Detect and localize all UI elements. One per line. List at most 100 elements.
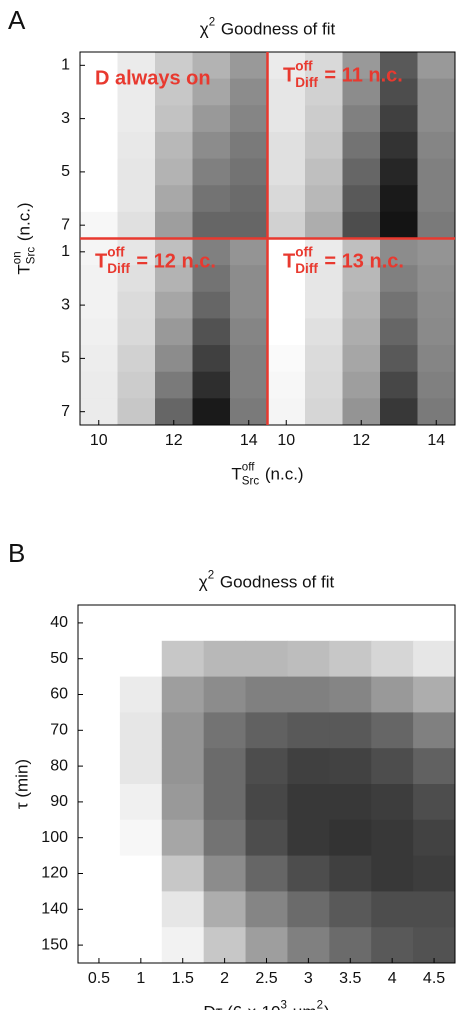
cell — [371, 748, 414, 785]
cell — [329, 784, 372, 821]
cell — [417, 265, 456, 293]
cell — [413, 605, 456, 642]
cell — [245, 891, 288, 928]
cell — [203, 712, 247, 749]
cell — [305, 238, 343, 266]
cell — [117, 291, 156, 319]
x-axis-label-text: (n.c.) — [260, 464, 303, 483]
y-axis-label-inner: Ton Src (n.c.) — [11, 202, 37, 274]
y-tick-label: 1 — [61, 57, 70, 74]
cell — [287, 712, 330, 749]
cell — [267, 78, 306, 106]
cell — [245, 927, 288, 964]
cell — [78, 640, 121, 678]
cell — [371, 891, 414, 928]
annotation-text: T — [283, 250, 295, 272]
cell — [80, 131, 118, 160]
cell — [342, 105, 381, 133]
x-axis-label-text: T — [231, 464, 241, 483]
x-tick-label: 1.5 — [172, 970, 194, 987]
cell — [245, 855, 288, 892]
cell — [155, 345, 193, 373]
cell — [305, 265, 343, 293]
x-tick-label: 1 — [136, 970, 145, 987]
cell — [342, 318, 381, 346]
cell — [230, 158, 268, 186]
cell — [119, 784, 163, 821]
cell — [192, 291, 231, 319]
cell — [80, 318, 118, 346]
cell — [371, 605, 414, 642]
cell — [119, 676, 163, 713]
cell — [117, 52, 156, 80]
cell — [342, 78, 381, 106]
x-tick-label: 2.5 — [255, 970, 277, 987]
x-tick-label: 3.5 — [339, 970, 361, 987]
cell — [80, 158, 118, 186]
cell — [329, 748, 372, 785]
y-axis-label-text: τ (min) — [12, 759, 31, 809]
cell — [329, 712, 372, 749]
y-tick-label: 7 — [61, 403, 70, 420]
cell — [80, 371, 118, 399]
cell — [267, 291, 306, 319]
cell — [78, 605, 121, 642]
cell — [78, 784, 121, 821]
annotation-sup: off — [295, 245, 313, 260]
cell — [305, 131, 343, 160]
cell — [245, 640, 288, 678]
cell — [80, 78, 118, 106]
cell — [80, 345, 118, 373]
cell — [371, 855, 414, 892]
cell — [119, 819, 163, 857]
cell — [192, 185, 231, 213]
annotation-text: T — [283, 64, 295, 86]
x-tick-label: 12 — [165, 432, 183, 449]
cell — [155, 131, 193, 160]
cell — [287, 640, 330, 678]
cell — [380, 211, 418, 239]
x-tick-label: 12 — [352, 432, 370, 449]
cell — [230, 105, 268, 133]
x-axis-label: Dτ (6 × 103 μm2) — [203, 999, 329, 1010]
cell — [342, 185, 381, 213]
cell — [305, 211, 343, 239]
cell — [230, 185, 268, 213]
chart-title-text: χ — [200, 19, 209, 38]
cell — [305, 185, 343, 213]
cell — [117, 105, 156, 133]
annotation: D always on — [95, 67, 211, 89]
cell — [161, 927, 205, 964]
cell — [267, 371, 306, 399]
cell — [380, 398, 418, 426]
y-tick-label: 5 — [61, 163, 70, 180]
cell — [329, 855, 372, 892]
cell — [80, 265, 118, 293]
x-tick-label: 3 — [304, 970, 313, 987]
y-tick-label: 80 — [50, 757, 68, 774]
cell — [203, 748, 247, 785]
x-tick-label: 4.5 — [423, 970, 445, 987]
cell — [267, 238, 306, 266]
cell — [155, 52, 193, 80]
cell — [230, 52, 268, 80]
cell — [117, 185, 156, 213]
cell — [413, 891, 456, 928]
cell — [417, 211, 456, 239]
cell — [192, 158, 231, 186]
cell — [417, 131, 456, 160]
cell — [245, 784, 288, 821]
cell — [161, 855, 205, 892]
cell — [371, 784, 414, 821]
cell — [117, 238, 156, 266]
cell — [305, 105, 343, 133]
annotation-sup: off — [107, 245, 125, 260]
cell — [117, 398, 156, 426]
cell — [305, 318, 343, 346]
cell — [78, 676, 121, 713]
